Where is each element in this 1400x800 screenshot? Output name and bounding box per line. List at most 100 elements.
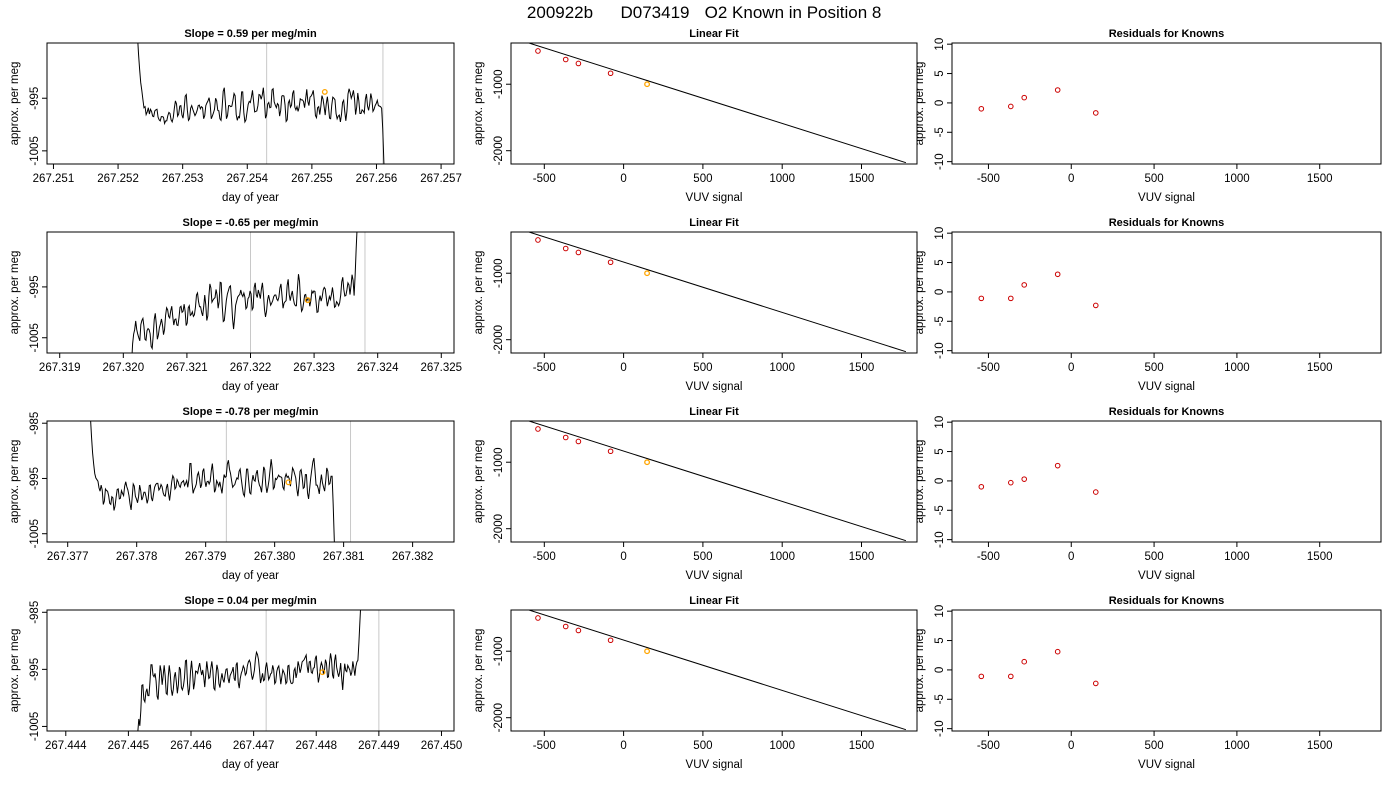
- panel-resid-4: Residuals for Knowns -500 0 500 1000 1500 10 5 0…: [914, 595, 1382, 771]
- panel-title: Residuals for Knowns: [1109, 28, 1225, 40]
- x-tick-label: 1500: [1307, 173, 1333, 185]
- x-axis-label: VUV signal: [1138, 192, 1195, 204]
- x-axis-label: VUV signal: [686, 192, 743, 204]
- y-tick-label: -10: [934, 531, 946, 548]
- known-point: [575, 249, 582, 256]
- residual-point: [1021, 658, 1028, 665]
- residual-point: [1021, 94, 1028, 101]
- residual-point: [1092, 110, 1099, 116]
- residual-point: [1021, 282, 1028, 288]
- x-tick-label: -500: [533, 551, 556, 563]
- x-tick-label: 267.257: [420, 173, 462, 185]
- x-axis-label: VUV signal: [686, 759, 743, 771]
- x-tick-label: 267.256: [356, 173, 398, 185]
- residual-point: [1054, 87, 1061, 93]
- panel-fit-2: Linear Fit -500 0 500 1000 1500 -1000 -2000 VUV …: [473, 217, 918, 393]
- panel-time-2: Slope = -0.65 per meg/min 267.319 267.320 2…: [9, 217, 462, 393]
- reference-point: [285, 479, 292, 486]
- x-tick-label: 267.325: [420, 362, 462, 374]
- x-tick-label: 1000: [769, 173, 795, 185]
- known-point: [575, 627, 582, 634]
- y-axis-label: approx. per meg: [473, 62, 485, 146]
- y-tick-label: -1000: [493, 70, 505, 99]
- reference-point: [644, 648, 651, 655]
- x-tick-label: 267.323: [293, 362, 335, 374]
- y-tick-label: 0: [934, 478, 946, 484]
- panel-fit-1: Linear Fit -500 0 500 1000 1500 -1000 -2000 VUV …: [473, 28, 918, 204]
- x-axis-label: day of year: [222, 570, 279, 582]
- figure-title-run: 200922b: [527, 3, 593, 22]
- x-tick-label: -500: [977, 551, 1000, 563]
- x-axis-label: VUV signal: [686, 570, 743, 582]
- panel-time-3: Slope = -0.78 per meg/min 267.377 267.378 2…: [9, 406, 455, 582]
- panel-title: Slope = 0.59 per meg/min: [184, 28, 317, 40]
- y-tick-label: -5: [934, 694, 946, 704]
- y-axis-label: approx. per meg: [914, 629, 926, 713]
- x-tick-label: 267.324: [357, 362, 399, 374]
- fit-line: [527, 232, 907, 353]
- x-tick-label: 500: [693, 551, 712, 563]
- known-point: [535, 426, 541, 432]
- x-tick-label: 500: [1144, 173, 1163, 185]
- x-tick-label: 267.321: [166, 362, 208, 374]
- x-tick-label: 267.252: [97, 173, 139, 185]
- y-tick-label: -1005: [29, 136, 41, 165]
- x-tick-label: 267.251: [33, 173, 75, 185]
- known-point: [575, 60, 582, 67]
- y-tick-label: 0: [934, 100, 946, 106]
- known-point: [535, 48, 541, 54]
- plot-frame: [46, 609, 455, 732]
- y-tick-label: -5: [934, 316, 946, 326]
- x-tick-label: 267.253: [162, 173, 204, 185]
- x-tick-label: 0: [620, 362, 626, 374]
- x-tick-label: 0: [1068, 740, 1074, 752]
- known-point: [562, 245, 569, 252]
- plot-area: [527, 43, 907, 164]
- x-tick-label: 267.381: [323, 551, 365, 563]
- y-axis-label: approx. per meg: [914, 62, 926, 146]
- known-point: [562, 434, 569, 441]
- x-axis-label: VUV signal: [1138, 570, 1195, 582]
- x-tick-label: 1500: [849, 173, 875, 185]
- x-tick-label: 1500: [1307, 740, 1333, 752]
- x-tick-label: 267.320: [103, 362, 145, 374]
- known-point: [607, 448, 614, 455]
- x-tick-label: 267.448: [295, 740, 337, 752]
- y-axis-label: approx. per meg: [473, 251, 485, 335]
- residual-point: [1092, 680, 1099, 687]
- panel-title: Linear Fit: [689, 28, 739, 40]
- panel-fit-4: Linear Fit -500 0 500 1000 1500 -1000 -2000 VUV …: [473, 595, 918, 771]
- residual-point: [1008, 479, 1014, 486]
- y-tick-label: -995: [29, 658, 41, 681]
- x-tick-label: 1500: [849, 740, 875, 752]
- x-tick-label: 267.449: [358, 740, 400, 752]
- y-tick-label: -10: [934, 153, 946, 170]
- x-axis-label: VUV signal: [1138, 381, 1195, 393]
- y-axis-label: approx. per meg: [914, 251, 926, 335]
- y-axis-label: approx. per meg: [9, 440, 21, 524]
- panel-title: Slope = -0.65 per meg/min: [182, 217, 318, 229]
- panel-resid-3: Residuals for Knowns -500 0 500 1000 1500 10 5 0…: [914, 406, 1382, 582]
- plot-frame: [951, 420, 1382, 543]
- x-tick-label: 267.378: [116, 551, 158, 563]
- plot-frame: [46, 420, 455, 543]
- y-tick-label: -1000: [493, 448, 505, 477]
- residual-point: [1092, 489, 1099, 495]
- plot-area: [527, 610, 907, 731]
- y-tick-label: 5: [934, 259, 946, 265]
- plot-area: [527, 232, 907, 353]
- known-point: [607, 70, 614, 77]
- signal-trace: [90, 421, 335, 542]
- plot-frame: [46, 42, 455, 165]
- x-axis-label: day of year: [222, 192, 279, 204]
- panel-title: Residuals for Knowns: [1109, 217, 1225, 229]
- x-tick-label: 267.447: [233, 740, 275, 752]
- x-tick-label: -500: [533, 362, 556, 374]
- signal-trace: [137, 43, 385, 164]
- x-tick-label: 500: [693, 173, 712, 185]
- signal-trace: [137, 610, 361, 731]
- y-axis-label: approx. per meg: [9, 629, 21, 713]
- x-tick-label: 1500: [849, 362, 875, 374]
